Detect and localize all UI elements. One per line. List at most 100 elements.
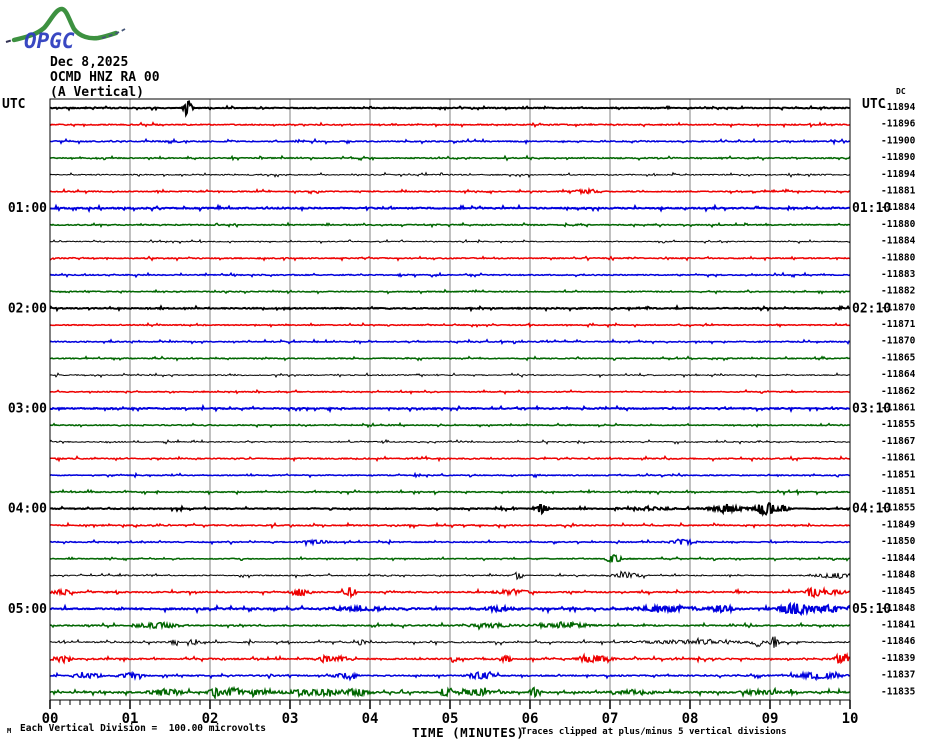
trace-row-0140 xyxy=(50,271,850,279)
x-tick-label: 01 xyxy=(122,711,139,727)
trace-row-0000 xyxy=(50,100,850,118)
dc-value: -11870 xyxy=(881,336,916,347)
left-hour-label: 03:00 xyxy=(8,402,47,417)
x-tick-label: 02 xyxy=(202,711,219,727)
footer-scale-note: Each Vertical Division = 100.00 microvol… xyxy=(20,723,266,734)
dc-value: -11849 xyxy=(881,519,916,530)
x-tick-label: 10 xyxy=(842,711,859,727)
x-tick-label: 03 xyxy=(282,711,299,727)
trace-row-0100 xyxy=(50,203,850,213)
x-tick-label: 06 xyxy=(522,711,539,727)
trace-row-0550 xyxy=(50,685,850,699)
left-hour-label: 04:00 xyxy=(8,502,47,517)
dc-value: -11837 xyxy=(881,670,915,681)
logo-text: OPGC xyxy=(24,29,75,52)
right-hour-label: 03:10 xyxy=(852,402,891,417)
trace-row-0020 xyxy=(50,137,850,146)
dc-value: -11881 xyxy=(881,185,916,196)
dc-value: -11851 xyxy=(881,469,916,480)
dc-value: -11861 xyxy=(881,403,916,414)
dc-value: -11848 xyxy=(881,603,916,614)
scale-marker: M xyxy=(7,727,12,735)
right-hour-label: 05:10 xyxy=(852,602,891,617)
dc-column-label: DC xyxy=(896,87,906,96)
trace-row-0240 xyxy=(50,372,850,379)
x-tick-label: 08 xyxy=(682,711,699,727)
header-component: (A Vertical) xyxy=(50,85,144,100)
x-tick-label: 05 xyxy=(442,711,459,727)
trace-row-0540 xyxy=(50,670,850,682)
dc-value: -11880 xyxy=(881,219,916,230)
x-tick-label: 04 xyxy=(362,711,379,727)
dc-value: -11865 xyxy=(881,352,916,363)
trace-row-0450 xyxy=(50,586,850,599)
dc-value: -11884 xyxy=(881,236,916,247)
dc-value: -11884 xyxy=(881,202,916,213)
dc-value: -11883 xyxy=(881,269,916,280)
trace-row-0250 xyxy=(50,388,850,396)
dc-value: -11850 xyxy=(881,536,916,547)
trace-row-0500 xyxy=(50,601,850,617)
trace-row-0010 xyxy=(50,121,850,129)
trace-row-0430 xyxy=(50,553,850,564)
trace-row-0110 xyxy=(50,221,850,229)
left-hour-label: 05:00 xyxy=(8,602,47,617)
dc-value: -11839 xyxy=(881,653,916,664)
left-hour-label: 01:00 xyxy=(8,201,47,216)
dc-value: -11851 xyxy=(881,486,916,497)
dc-value: -11882 xyxy=(881,286,915,297)
right-hour-label: 04:10 xyxy=(852,502,891,517)
trace-row-0050 xyxy=(50,186,850,196)
trace-row-0530 xyxy=(50,652,850,665)
opgc-logo: OPGC xyxy=(5,6,126,52)
dc-value: -11890 xyxy=(881,152,916,163)
dc-value: -11862 xyxy=(881,386,915,397)
dc-value: -11844 xyxy=(881,553,916,564)
dc-value: -11835 xyxy=(881,686,916,697)
header-station: OCMD HNZ RA 00 xyxy=(50,70,160,85)
trace-row-0150 xyxy=(50,288,850,295)
trace-row-0200 xyxy=(50,304,850,313)
right-hour-label: 01:10 xyxy=(852,201,891,216)
trace-row-0410 xyxy=(50,521,850,530)
logo-waveform-curve xyxy=(11,6,119,43)
dc-value: -11848 xyxy=(881,569,916,580)
trace-row-0300 xyxy=(50,403,850,414)
dc-value: -11845 xyxy=(881,586,916,597)
trace-row-0440 xyxy=(50,570,850,581)
trace-row-0040 xyxy=(50,171,850,179)
dc-value: -11846 xyxy=(881,636,916,647)
dc-value: -11871 xyxy=(881,319,916,330)
dc-value: -11861 xyxy=(881,453,916,464)
footer-clip-note: Traces clipped at plus/minus 5 vertical … xyxy=(521,727,787,737)
x-tick-label: 07 xyxy=(602,711,619,727)
trace-row-0510 xyxy=(50,620,850,631)
trace-row-0400 xyxy=(50,502,850,517)
dc-value: -11841 xyxy=(881,620,916,631)
right-hour-label: 02:10 xyxy=(852,301,891,316)
dc-value: -11870 xyxy=(881,302,916,313)
trace-group xyxy=(50,100,850,699)
trace-row-0030 xyxy=(50,154,850,162)
dc-value: -11864 xyxy=(881,369,916,380)
trace-row-0210 xyxy=(50,322,850,329)
trace-row-0310 xyxy=(50,421,850,429)
x-axis-title: TIME (MINUTES) xyxy=(412,725,525,740)
dc-value: -11880 xyxy=(881,252,916,263)
trace-row-0230 xyxy=(50,355,850,362)
dc-value: -11855 xyxy=(881,419,916,430)
trace-row-0520 xyxy=(50,636,850,648)
trace-row-0330 xyxy=(50,454,850,463)
header-date: Dec 8,2025 xyxy=(50,55,129,70)
trace-row-0120 xyxy=(50,238,850,245)
trace-row-0350 xyxy=(50,488,850,497)
left-hour-label: 02:00 xyxy=(8,301,47,316)
dc-value: -11900 xyxy=(881,135,916,146)
logo-dash-right xyxy=(101,28,126,39)
x-tick-label: 09 xyxy=(762,711,779,727)
dc-value: -11894 xyxy=(881,102,916,113)
trace-row-0340 xyxy=(50,471,850,479)
right-utc-title: UTC xyxy=(862,97,886,112)
